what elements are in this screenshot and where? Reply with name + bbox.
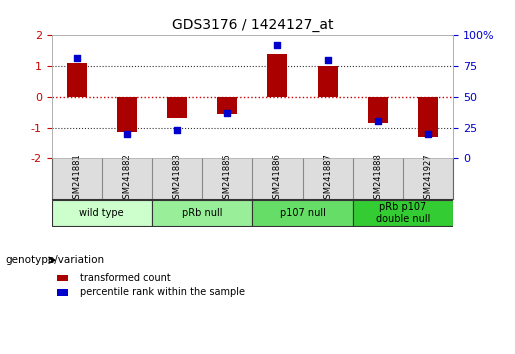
Point (123, 131, 131, 137)
Title: GDS3176 / 1424127_at: GDS3176 / 1424127_at (171, 18, 333, 32)
Text: pRb null: pRb null (182, 208, 222, 218)
Text: percentile rank within the sample: percentile rank within the sample (80, 287, 245, 297)
Bar (167, 97, 187, 118)
Bar (353, 200, 453, 226)
Point (73, 55, 81, 60)
Bar (267, 54, 287, 97)
Bar (52, 200, 152, 226)
Bar (252, 200, 353, 226)
Text: GSM241888: GSM241888 (373, 153, 382, 204)
Text: genotype/variation: genotype/variation (5, 255, 104, 265)
Text: GSM241885: GSM241885 (223, 153, 232, 204)
Point (173, 127, 181, 133)
Point (223, 110, 231, 116)
Text: GSM241927: GSM241927 (424, 153, 433, 204)
Bar (418, 97, 438, 137)
Bar (117, 97, 137, 132)
Point (424, 131, 432, 137)
Text: GSM241883: GSM241883 (173, 153, 181, 204)
Text: p107 null: p107 null (280, 208, 325, 218)
Point (323, 57, 332, 63)
Bar (152, 200, 252, 226)
Text: GSM241887: GSM241887 (323, 153, 332, 204)
Text: wild type: wild type (79, 208, 124, 218)
Bar (217, 97, 237, 114)
Bar (66, 63, 87, 97)
Text: GSM241881: GSM241881 (72, 153, 81, 204)
Point (374, 119, 382, 124)
Bar (368, 97, 388, 123)
Text: transformed count: transformed count (80, 273, 170, 283)
Text: GSM241882: GSM241882 (123, 153, 131, 204)
Text: pRb p107
double null: pRb p107 double null (376, 202, 430, 224)
Bar (318, 66, 338, 97)
Text: GSM241886: GSM241886 (273, 153, 282, 204)
Point (273, 42, 282, 48)
